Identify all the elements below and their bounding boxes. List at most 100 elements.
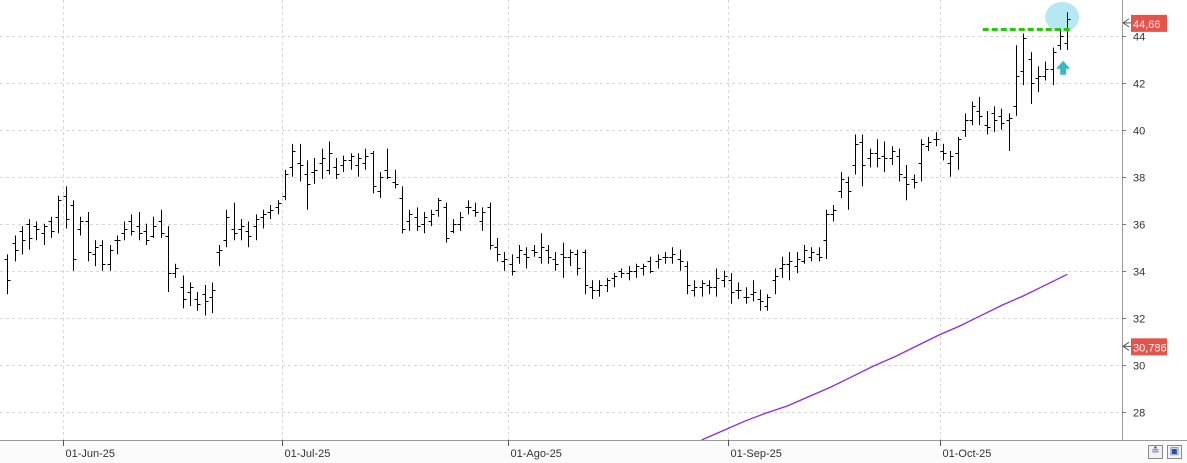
ohlc-bar	[794, 252, 801, 274]
ohlc-bar	[319, 148, 326, 180]
ohlc-bar	[377, 172, 384, 198]
ohlc-bar	[560, 242, 567, 278]
ohlc-bar	[340, 155, 347, 173]
ohlc-bar	[333, 158, 340, 180]
ohlc-bar	[136, 212, 143, 241]
ohlc-bar	[150, 216, 157, 238]
ohlc-bar	[991, 106, 998, 133]
ohlc-bar	[611, 273, 618, 288]
ohlc-bar	[786, 252, 793, 281]
ohlc-bar	[384, 148, 391, 180]
ohlc-bar	[107, 244, 114, 271]
ohlc-bar	[801, 244, 808, 264]
ohlc-bar	[19, 226, 26, 255]
ohlc-bar	[881, 141, 888, 173]
ohlc-bar	[1042, 61, 1049, 81]
ohlc-bar	[728, 273, 735, 304]
badge-background	[1131, 14, 1167, 32]
ohlc-bar	[231, 202, 238, 241]
ohlc-bar	[1050, 47, 1057, 86]
ohlc-bar	[845, 176, 852, 210]
ohlc-bar	[348, 153, 355, 170]
ohlc-bar	[823, 209, 830, 260]
x-tick-label: 01-Jul-25	[285, 448, 331, 460]
ohlc-bar	[867, 148, 874, 168]
ohlc-bar	[647, 256, 654, 274]
badge-label: 44,66	[1133, 19, 1161, 31]
ohlc-bar	[735, 282, 742, 299]
expand-chevron-icon[interactable]: ≛	[1148, 445, 1163, 459]
ohlc-bar	[406, 209, 413, 231]
ohlc-bar	[830, 205, 837, 222]
moving-average-line	[701, 273, 1068, 440]
ohlc-bar	[472, 202, 479, 217]
ohlc-bar	[940, 143, 947, 161]
badge-label: 30,786	[1133, 342, 1167, 354]
ohlc-bar	[158, 209, 165, 238]
ohlc-bar	[589, 280, 596, 299]
ohlc-bar	[903, 165, 910, 201]
ohlc-bar	[779, 256, 786, 278]
ohlc-bar	[392, 169, 399, 189]
ohlc-bar	[304, 160, 311, 210]
x-tick-label: 01-Oct-25	[943, 448, 992, 460]
ohlc-bar	[984, 111, 991, 135]
sma-line	[701, 273, 1068, 440]
y-tick-label: 30	[1133, 361, 1145, 373]
ohlc-bar	[428, 209, 435, 227]
ohlc-bar	[976, 96, 983, 126]
ohlc-bar	[41, 223, 48, 245]
ohlc-bar	[684, 261, 691, 295]
highlight-layer	[1045, 2, 1080, 32]
ohlc-bar	[70, 200, 77, 271]
ohlc-bar	[889, 146, 896, 166]
x-tick-label: 01-Jun-25	[66, 448, 116, 460]
ohlc-bar	[516, 244, 523, 264]
ohlc-bar	[1064, 12, 1071, 50]
ohlc-bar	[655, 254, 662, 269]
ohlc-bar	[896, 148, 903, 182]
ohlc-bar	[33, 221, 40, 241]
y-tick-label: 40	[1133, 126, 1145, 138]
y-tick-label: 36	[1133, 220, 1145, 232]
ohlc-bar	[77, 216, 84, 236]
ohlc-bar	[816, 247, 823, 262]
ohlc-bar	[487, 202, 494, 250]
ohlc-bar	[479, 207, 486, 231]
ohlc-bar	[267, 205, 274, 220]
ohlc-bar	[962, 113, 969, 137]
time-axis-band	[0, 441, 1187, 463]
ohlc-bar	[450, 219, 457, 234]
ohlc-bar	[933, 132, 940, 147]
price-badges: 44,66 30,786	[1122, 14, 1167, 356]
ohlc-bar	[713, 268, 720, 297]
ohlc-bar	[743, 287, 750, 304]
ohlc-bar	[362, 148, 369, 170]
ohlc-bar	[421, 212, 428, 234]
highlight-circle	[1045, 2, 1080, 32]
ohlc-bar	[260, 209, 267, 229]
ohlc-bar	[918, 139, 925, 182]
ohlc-bar	[457, 212, 464, 231]
ohlc-bar	[399, 186, 406, 234]
ohlc-bar	[12, 235, 19, 262]
ohlc-bar	[121, 221, 128, 241]
ohlc-bar	[626, 266, 633, 281]
ohlc-bar	[998, 108, 1005, 130]
ohlc-bar	[582, 249, 589, 295]
ohlc-bar	[552, 252, 559, 271]
ohlc-bar	[947, 150, 954, 177]
ohlc-bar	[1013, 45, 1020, 116]
ohlc-bar	[808, 247, 815, 262]
ohlc-bars	[4, 12, 1071, 316]
badge-background	[1131, 338, 1167, 356]
ohlc-bar	[838, 172, 845, 198]
y-tick-label: 28	[1133, 408, 1145, 420]
ohlc-bar	[85, 212, 92, 262]
ohlc-bar	[275, 200, 282, 215]
save-icon[interactable]: ▣	[1167, 445, 1182, 459]
ohlc-bar	[187, 282, 194, 307]
ohlc-bar	[969, 101, 976, 126]
